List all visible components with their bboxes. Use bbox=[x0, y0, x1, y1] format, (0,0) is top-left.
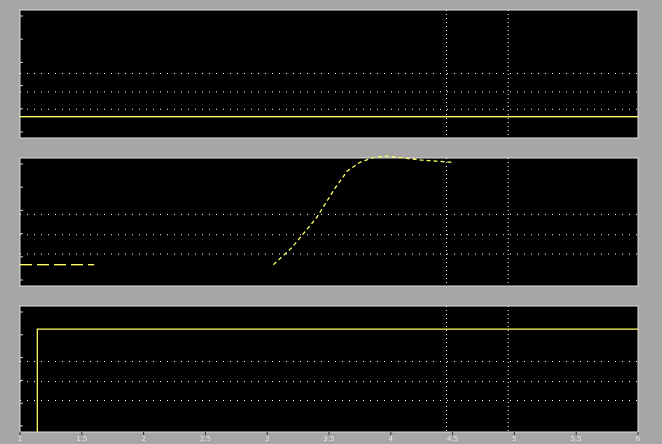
x-tick-label: 6 bbox=[636, 435, 641, 443]
x-tick-label: 1.5 bbox=[76, 435, 87, 443]
x-tick-label: 4.5 bbox=[447, 435, 458, 443]
signal-trace bbox=[272, 155, 453, 266]
x-tick-label: 5 bbox=[512, 435, 516, 443]
x-tick-label: 3.5 bbox=[323, 435, 334, 443]
signal-trace bbox=[36, 328, 638, 432]
x-tick-label: 2 bbox=[141, 435, 145, 443]
x-tick-label: 4 bbox=[389, 435, 394, 443]
x-tick-label: 1 bbox=[18, 435, 22, 443]
axes-panel-2 bbox=[19, 157, 639, 287]
x-tick-label: 2.5 bbox=[200, 435, 211, 443]
x-tick-label: 3 bbox=[265, 435, 269, 443]
axes-panel-3 bbox=[19, 305, 639, 433]
x-tick-label: 5.5 bbox=[571, 435, 582, 443]
axes-panel-1 bbox=[19, 9, 639, 139]
